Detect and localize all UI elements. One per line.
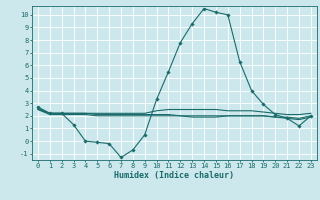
X-axis label: Humidex (Indice chaleur): Humidex (Indice chaleur) <box>115 171 234 180</box>
